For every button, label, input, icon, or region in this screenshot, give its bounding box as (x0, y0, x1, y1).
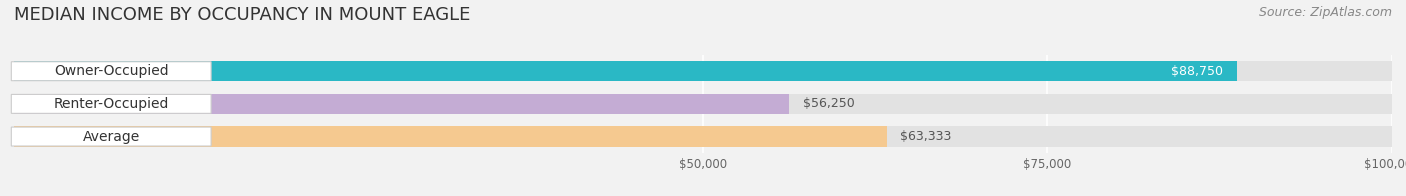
Text: $63,333: $63,333 (900, 130, 952, 143)
FancyBboxPatch shape (11, 94, 211, 113)
FancyBboxPatch shape (11, 62, 211, 81)
Text: Source: ZipAtlas.com: Source: ZipAtlas.com (1258, 6, 1392, 19)
Bar (14, 126, 887, 147)
Text: Average: Average (83, 130, 139, 143)
Text: Owner-Occupied: Owner-Occupied (53, 64, 169, 78)
Bar (14, 126, 1392, 147)
Bar (14, 61, 1237, 81)
Text: Renter-Occupied: Renter-Occupied (53, 97, 169, 111)
Bar (14, 94, 1392, 114)
Bar (14, 61, 1392, 81)
Text: MEDIAN INCOME BY OCCUPANCY IN MOUNT EAGLE: MEDIAN INCOME BY OCCUPANCY IN MOUNT EAGL… (14, 6, 471, 24)
FancyBboxPatch shape (11, 127, 211, 146)
Text: $56,250: $56,250 (803, 97, 855, 110)
Bar (14, 94, 789, 114)
Text: $88,750: $88,750 (1171, 65, 1223, 78)
